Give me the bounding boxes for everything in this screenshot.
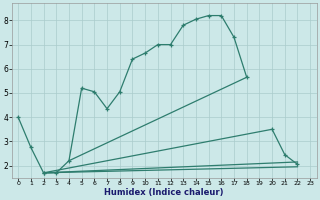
X-axis label: Humidex (Indice chaleur): Humidex (Indice chaleur) (104, 188, 224, 197)
